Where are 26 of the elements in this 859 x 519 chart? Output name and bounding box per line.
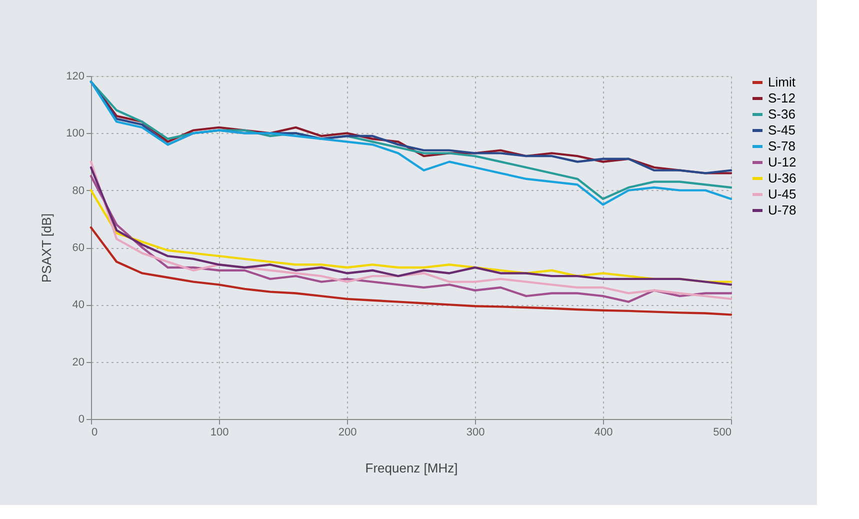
x-tick-label: 400 [594,426,613,438]
x-tick-label: 500 [713,426,732,438]
legend-label: S-12 [768,90,796,106]
y-tick-label: 0 [78,414,84,426]
y-tick-label: 80 [72,184,84,197]
legend-label: U-36 [768,170,796,186]
line-series [90,226,732,316]
legend-label: Limit [768,74,796,90]
y-axis-title: PSAXT [dB] [39,213,54,283]
y-tick-label: 20 [72,356,84,368]
legend-label: S-78 [768,138,796,154]
line-series [90,189,732,283]
legend-label: U-12 [768,154,796,170]
x-tick-label: 300 [466,426,485,438]
x-tick-label: 100 [210,426,229,438]
x-axis-title: Frequenz [MHz] [365,460,458,476]
y-tick-label: 60 [72,242,84,254]
x-tick-label: 0 [92,426,98,438]
legend-label: U-45 [768,186,796,202]
x-tick-label: 200 [338,426,357,438]
legend-label: S-45 [768,122,796,138]
y-tick-label: 120 [66,70,84,82]
legend-label: U-78 [768,202,796,218]
y-tick-label: 100 [66,128,84,140]
y-tick-label: 40 [72,299,84,312]
legend-label: S-36 [768,106,796,122]
